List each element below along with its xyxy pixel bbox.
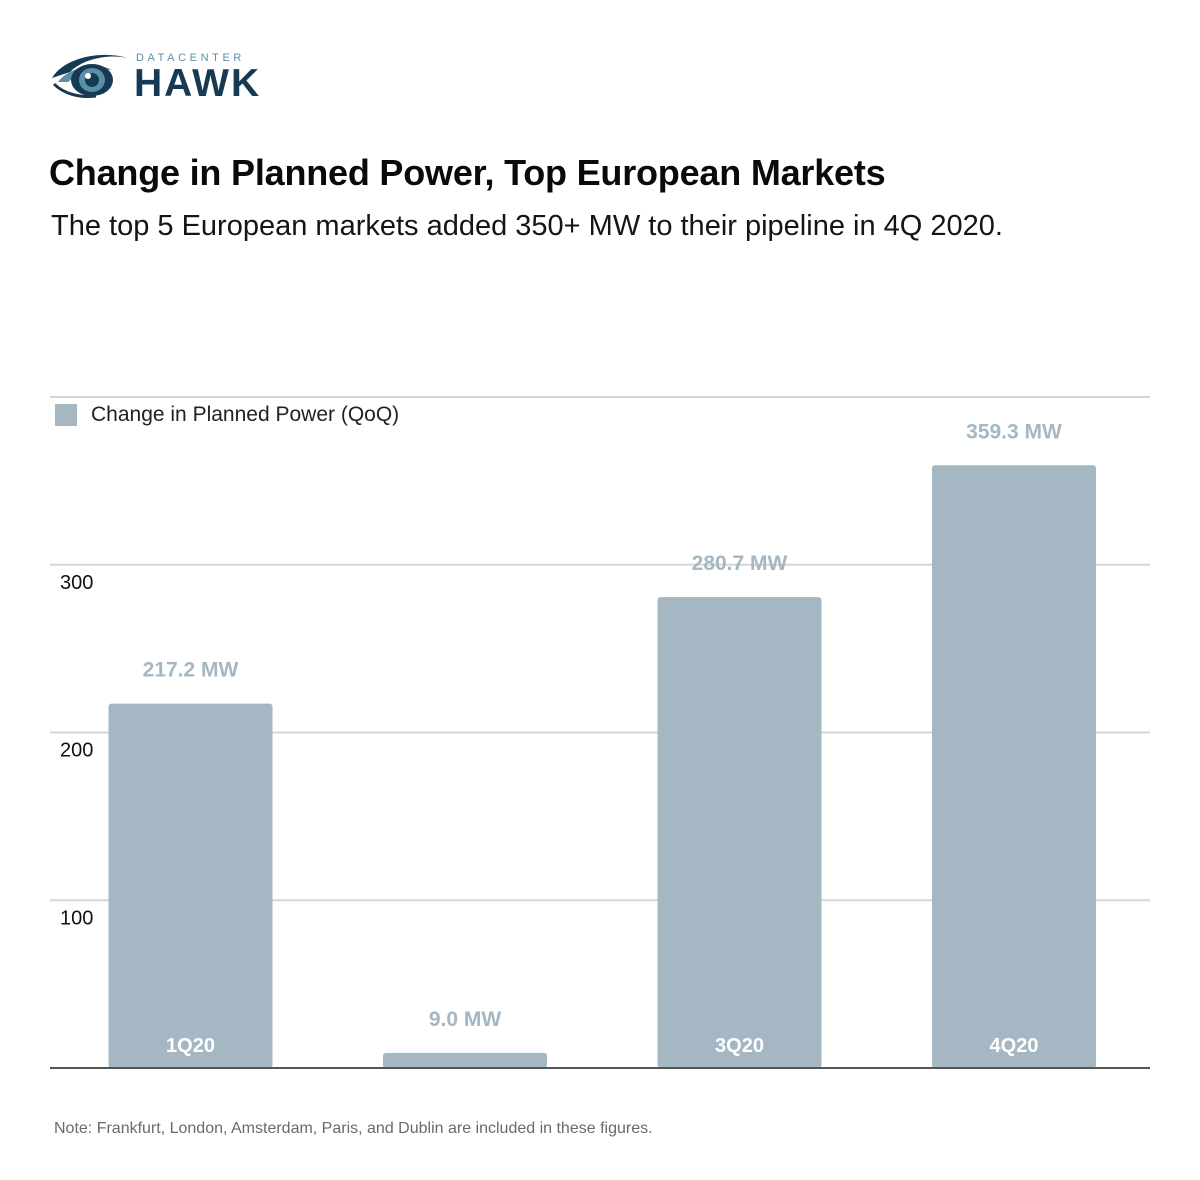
data-label: 217.2 MW xyxy=(143,659,239,682)
chart-subtitle: The top 5 European markets added 350+ MW… xyxy=(51,210,1003,242)
x-axis-labels: 1Q20 3Q20 4Q20 xyxy=(166,1035,1038,1057)
data-label: 280.7 MW xyxy=(692,552,788,575)
bars xyxy=(108,465,1096,1068)
bar-3Q20 xyxy=(657,597,822,1068)
legend-swatch xyxy=(55,404,77,426)
legend-label: Change in Planned Power (QoQ) xyxy=(91,403,400,426)
chart-title: Change in Planned Power, Top European Ma… xyxy=(49,152,886,193)
data-labels: 217.2 MW 9.0 MW 280.7 MW 359.3 MW xyxy=(143,420,1062,1031)
y-tick-label: 300 xyxy=(60,572,93,594)
bar-2Q20 xyxy=(383,1052,547,1068)
x-tick-label: 4Q20 xyxy=(990,1035,1039,1057)
bar-1Q20 xyxy=(108,703,273,1068)
legend: Change in Planned Power (QoQ) xyxy=(55,403,399,427)
y-tick-label: 100 xyxy=(60,907,93,929)
footnote: Note: Frankfurt, London, Amsterdam, Pari… xyxy=(54,1120,653,1137)
bar-4Q20 xyxy=(932,465,1096,1068)
datacenter-hawk-logo: DATACENTER HAWK xyxy=(50,46,280,106)
y-axis-ticks: 100 200 300 xyxy=(60,572,93,930)
logo-big-text: HAWK xyxy=(134,62,262,105)
x-tick-label: 3Q20 xyxy=(715,1035,764,1057)
data-label: 359.3 MW xyxy=(966,420,1062,443)
logo-small-text: DATACENTER xyxy=(136,52,245,64)
eye-icon xyxy=(52,54,128,98)
x-tick-label: 1Q20 xyxy=(166,1035,215,1057)
y-tick-label: 200 xyxy=(60,740,93,762)
data-label: 9.0 MW xyxy=(429,1008,502,1031)
